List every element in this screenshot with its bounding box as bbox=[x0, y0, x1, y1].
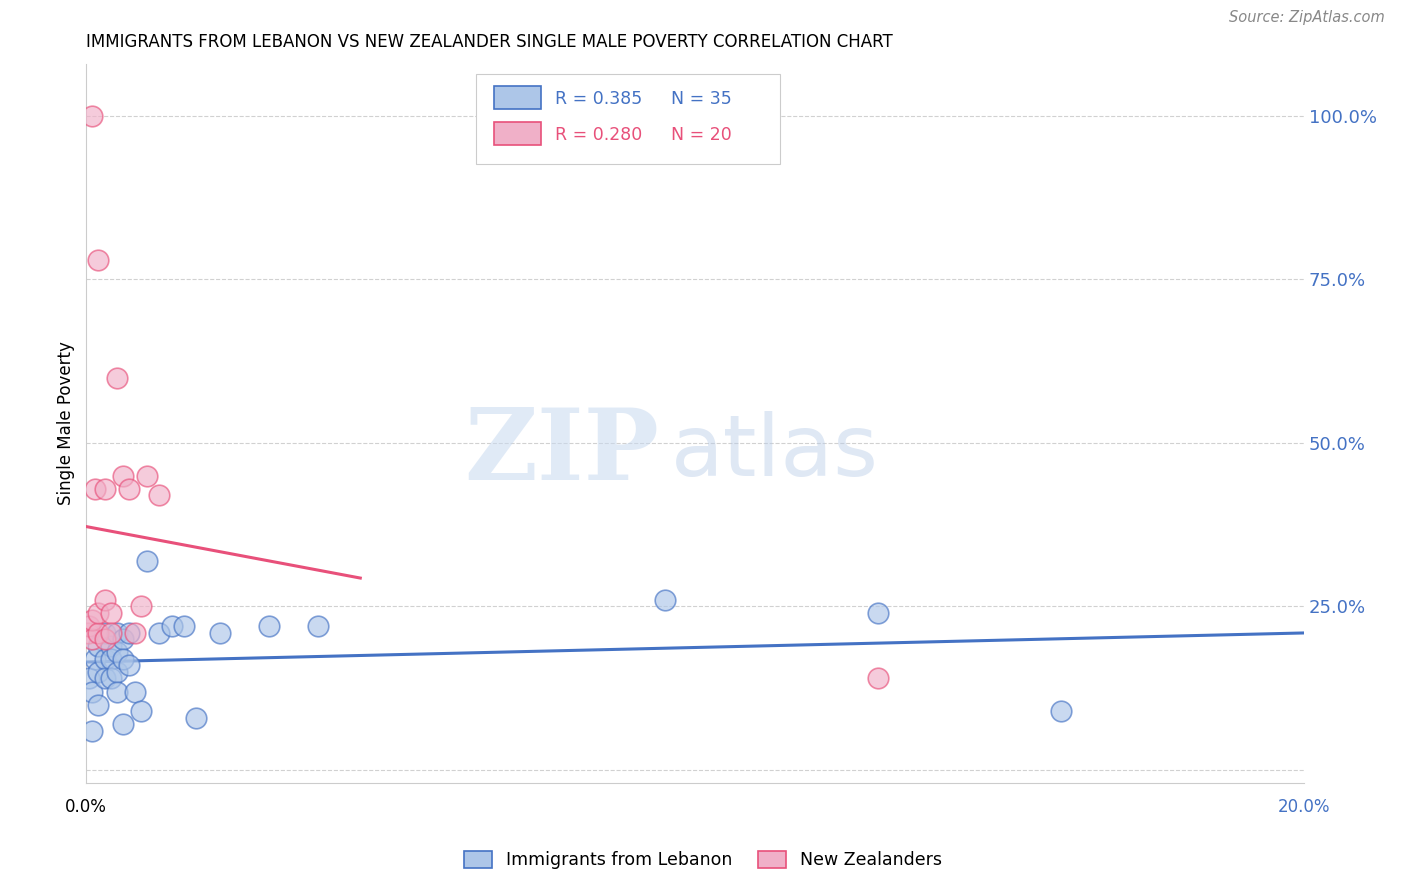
Point bbox=[118, 625, 141, 640]
Point bbox=[100, 672, 122, 686]
Point bbox=[82, 613, 104, 627]
Point bbox=[100, 625, 122, 640]
Point bbox=[79, 672, 101, 686]
Point bbox=[257, 619, 280, 633]
Point bbox=[307, 619, 329, 633]
Point bbox=[111, 717, 134, 731]
Point bbox=[105, 684, 128, 698]
Text: 0.0%: 0.0% bbox=[65, 797, 107, 816]
FancyBboxPatch shape bbox=[495, 122, 540, 145]
Point bbox=[184, 711, 207, 725]
Point bbox=[105, 625, 128, 640]
Text: Source: ZipAtlas.com: Source: ZipAtlas.com bbox=[1229, 11, 1385, 25]
Point bbox=[82, 109, 104, 123]
Text: ZIP: ZIP bbox=[464, 403, 658, 500]
Point bbox=[105, 645, 128, 659]
Point bbox=[136, 468, 159, 483]
Text: IMMIGRANTS FROM LEBANON VS NEW ZEALANDER SINGLE MALE POVERTY CORRELATION CHART: IMMIGRANTS FROM LEBANON VS NEW ZEALANDER… bbox=[86, 33, 893, 51]
Point bbox=[136, 554, 159, 568]
Point bbox=[111, 632, 134, 647]
Point bbox=[93, 632, 115, 647]
Point bbox=[93, 672, 115, 686]
Point bbox=[82, 632, 104, 647]
Text: 20.0%: 20.0% bbox=[1278, 797, 1330, 816]
Point bbox=[79, 619, 101, 633]
Text: atlas: atlas bbox=[671, 410, 879, 493]
Point bbox=[118, 658, 141, 673]
Point bbox=[87, 639, 110, 653]
Point bbox=[100, 652, 122, 666]
Point bbox=[93, 652, 115, 666]
FancyBboxPatch shape bbox=[495, 86, 540, 109]
Point bbox=[1049, 704, 1071, 718]
Point bbox=[93, 482, 115, 496]
Point bbox=[160, 619, 183, 633]
Point bbox=[111, 652, 134, 666]
Point bbox=[87, 252, 110, 267]
Point bbox=[129, 704, 152, 718]
Point bbox=[173, 619, 195, 633]
Point bbox=[100, 606, 122, 620]
Point bbox=[84, 652, 107, 666]
Point bbox=[100, 639, 122, 653]
Point bbox=[118, 482, 141, 496]
Point bbox=[866, 606, 889, 620]
Y-axis label: Single Male Poverty: Single Male Poverty bbox=[58, 342, 75, 505]
FancyBboxPatch shape bbox=[477, 74, 780, 164]
Point bbox=[111, 468, 134, 483]
Point bbox=[84, 482, 107, 496]
Point bbox=[82, 723, 104, 738]
Point bbox=[87, 606, 110, 620]
Point bbox=[124, 684, 146, 698]
Point bbox=[209, 625, 232, 640]
Legend: Immigrants from Lebanon, New Zealanders: Immigrants from Lebanon, New Zealanders bbox=[457, 844, 949, 876]
Point bbox=[82, 684, 104, 698]
Text: R = 0.280: R = 0.280 bbox=[555, 126, 643, 144]
Point bbox=[148, 488, 170, 502]
Point bbox=[87, 665, 110, 679]
Text: N = 35: N = 35 bbox=[671, 90, 731, 108]
Point bbox=[87, 625, 110, 640]
Point bbox=[93, 625, 115, 640]
Point bbox=[654, 593, 676, 607]
Point bbox=[77, 625, 100, 640]
Point bbox=[124, 625, 146, 640]
Point bbox=[105, 665, 128, 679]
Point bbox=[87, 698, 110, 712]
Text: N = 20: N = 20 bbox=[671, 126, 731, 144]
Point bbox=[148, 625, 170, 640]
Point bbox=[129, 599, 152, 614]
Point bbox=[105, 370, 128, 384]
Point bbox=[93, 593, 115, 607]
Point bbox=[866, 672, 889, 686]
Text: R = 0.385: R = 0.385 bbox=[555, 90, 643, 108]
